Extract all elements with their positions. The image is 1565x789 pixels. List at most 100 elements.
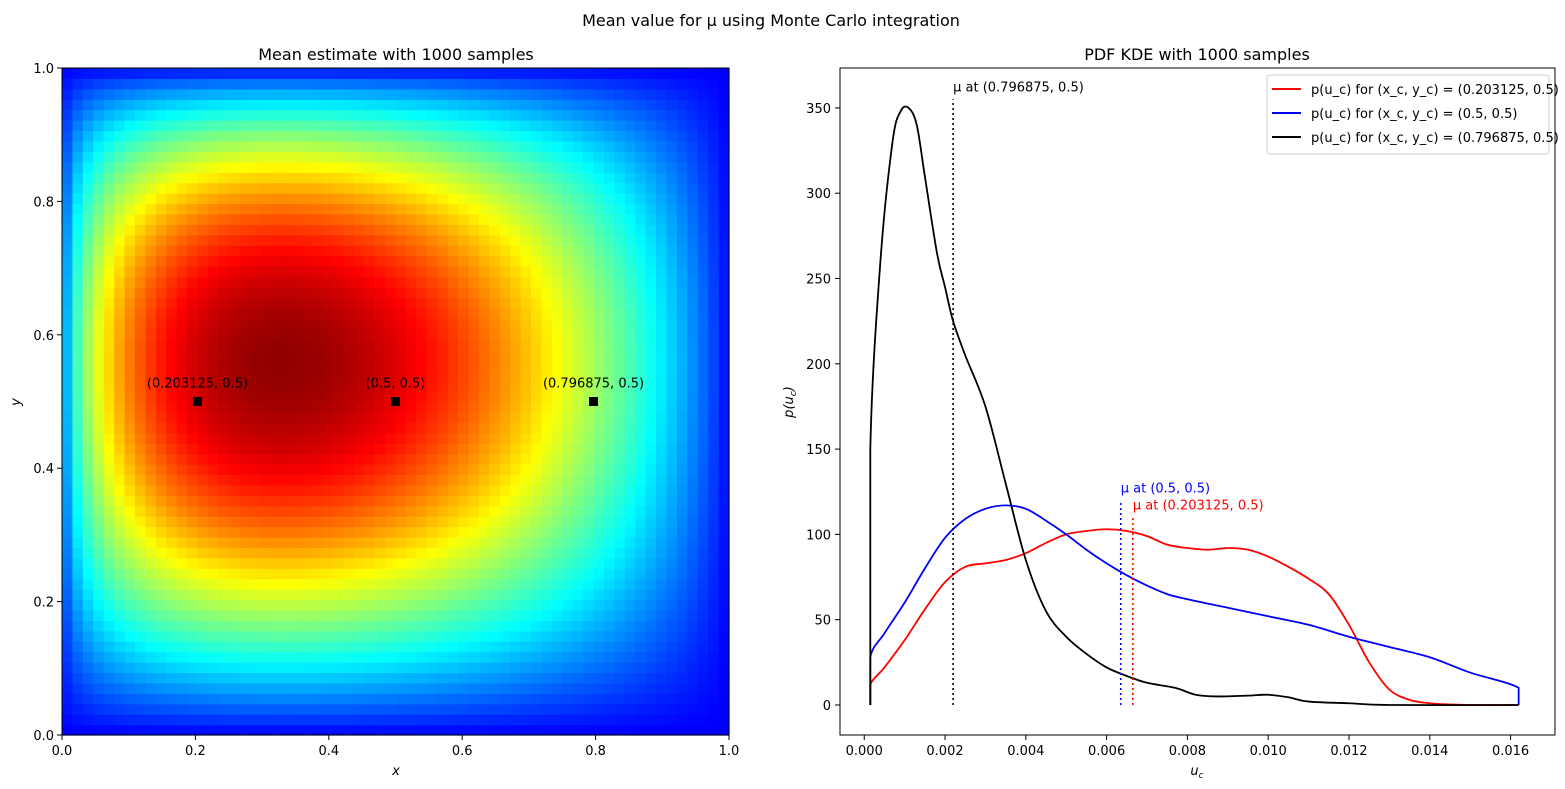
heatmap-cell: [134, 599, 146, 611]
heatmap-cell: [395, 370, 407, 382]
heatmap-cell: [218, 380, 230, 392]
heatmap-cell: [510, 422, 522, 434]
heatmap-cell: [458, 130, 470, 142]
heatmap-cell: [697, 193, 709, 205]
heatmap-cell: [280, 672, 292, 684]
heatmap-cell: [197, 266, 209, 278]
heatmap-cell: [134, 724, 146, 736]
heatmap-cell: [103, 484, 115, 496]
heatmap-cell: [645, 474, 657, 486]
heatmap-cell: [510, 370, 522, 382]
heatmap-cell: [499, 641, 511, 653]
heatmap-cell: [708, 516, 720, 528]
heatmap-cell: [478, 599, 490, 611]
heatmap-cell: [72, 130, 84, 142]
heatmap-cell: [343, 172, 355, 184]
heatmap-cell: [416, 203, 428, 215]
heatmap-cell: [510, 536, 522, 549]
heatmap-cell: [468, 630, 480, 642]
heatmap-cell: [437, 328, 449, 340]
heatmap-cell: [332, 714, 344, 726]
heatmap-cell: [166, 630, 178, 642]
heatmap-cell: [676, 172, 688, 184]
heatmap-cell: [416, 286, 428, 298]
heatmap-cell: [207, 338, 219, 350]
heatmap-cell: [478, 359, 490, 371]
heatmap-cell: [322, 662, 334, 674]
heatmap-cell: [301, 338, 313, 350]
heatmap-cell: [260, 714, 272, 726]
heatmap-cell: [207, 630, 219, 642]
heatmap-cell: [62, 682, 74, 694]
heatmap-cell: [478, 714, 490, 726]
heatmap-cell: [593, 193, 605, 205]
heatmap-cell: [583, 276, 595, 288]
heatmap-cell: [562, 120, 574, 132]
heatmap-cell: [603, 172, 615, 184]
heatmap-cell: [385, 662, 397, 674]
heatmap-cell: [249, 672, 261, 684]
heatmap-cell: [82, 213, 94, 225]
heatmap-cell: [551, 99, 563, 111]
heatmap-cell: [312, 630, 324, 642]
heatmap-cell: [562, 151, 574, 163]
heatmap-cell: [385, 422, 397, 434]
heatmap-cell: [541, 391, 553, 403]
heatmap-cell: [635, 151, 647, 163]
heatmap-cell: [124, 318, 136, 330]
heatmap-cell: [478, 349, 490, 361]
heatmap-cell: [499, 464, 511, 476]
heatmap-cell: [249, 88, 261, 100]
heatmap-cell: [332, 599, 344, 611]
heatmap-cell: [374, 432, 386, 444]
heatmap-cell: [155, 120, 167, 132]
heatmap-cell: [697, 307, 709, 319]
heatmap-cell: [260, 589, 272, 601]
heatmap-cell: [562, 557, 574, 569]
heatmap-cell: [687, 338, 699, 350]
heatmap-cell: [249, 641, 261, 653]
heatmap-cell: [666, 432, 678, 444]
heatmap-cell: [697, 682, 709, 694]
heatmap-cell: [93, 526, 105, 538]
heatmap-cell: [426, 651, 438, 663]
heatmap-cell: [166, 641, 178, 653]
heatmap-cell: [114, 99, 126, 111]
heatmap-cell: [426, 359, 438, 371]
heatmap-cell: [405, 380, 417, 392]
heatmap-cell: [166, 557, 178, 569]
heatmap-cell: [562, 724, 574, 736]
heatmap-cell: [583, 620, 595, 632]
heatmap-cell: [312, 443, 324, 455]
heatmap-cell: [228, 203, 240, 215]
heatmap-cell: [530, 484, 543, 496]
heatmap-cell: [551, 589, 563, 601]
heatmap-cell: [708, 443, 720, 455]
heatmap-cell: [197, 495, 209, 507]
heatmap-cell: [676, 193, 688, 205]
heatmap-cell: [676, 536, 688, 549]
heatmap-cell: [72, 432, 84, 444]
heatmap-cell: [197, 328, 209, 340]
heatmap-cell: [718, 151, 730, 163]
heatmap-cell: [260, 68, 272, 80]
heatmap-cell: [666, 589, 678, 601]
heatmap-cell: [468, 495, 480, 507]
heatmap-cell: [249, 453, 261, 465]
heatmap-cell: [114, 703, 126, 715]
heatmap-cell: [114, 88, 126, 100]
heatmap-cell: [322, 443, 334, 455]
heatmap-cell: [343, 224, 355, 236]
heatmap-cell: [478, 140, 490, 152]
heatmap-cell: [697, 536, 709, 549]
heatmap-cell: [530, 630, 543, 642]
heatmap-cell: [458, 557, 470, 569]
heatmap-cell: [687, 516, 699, 528]
heatmap-cell: [301, 307, 313, 319]
heatmap-cell: [447, 359, 459, 371]
heatmap-cell: [478, 443, 490, 455]
heatmap-cell: [187, 276, 199, 288]
heatmap-cell: [489, 161, 501, 173]
heatmap-cell: [656, 526, 668, 538]
heatmap-cell: [541, 245, 553, 257]
